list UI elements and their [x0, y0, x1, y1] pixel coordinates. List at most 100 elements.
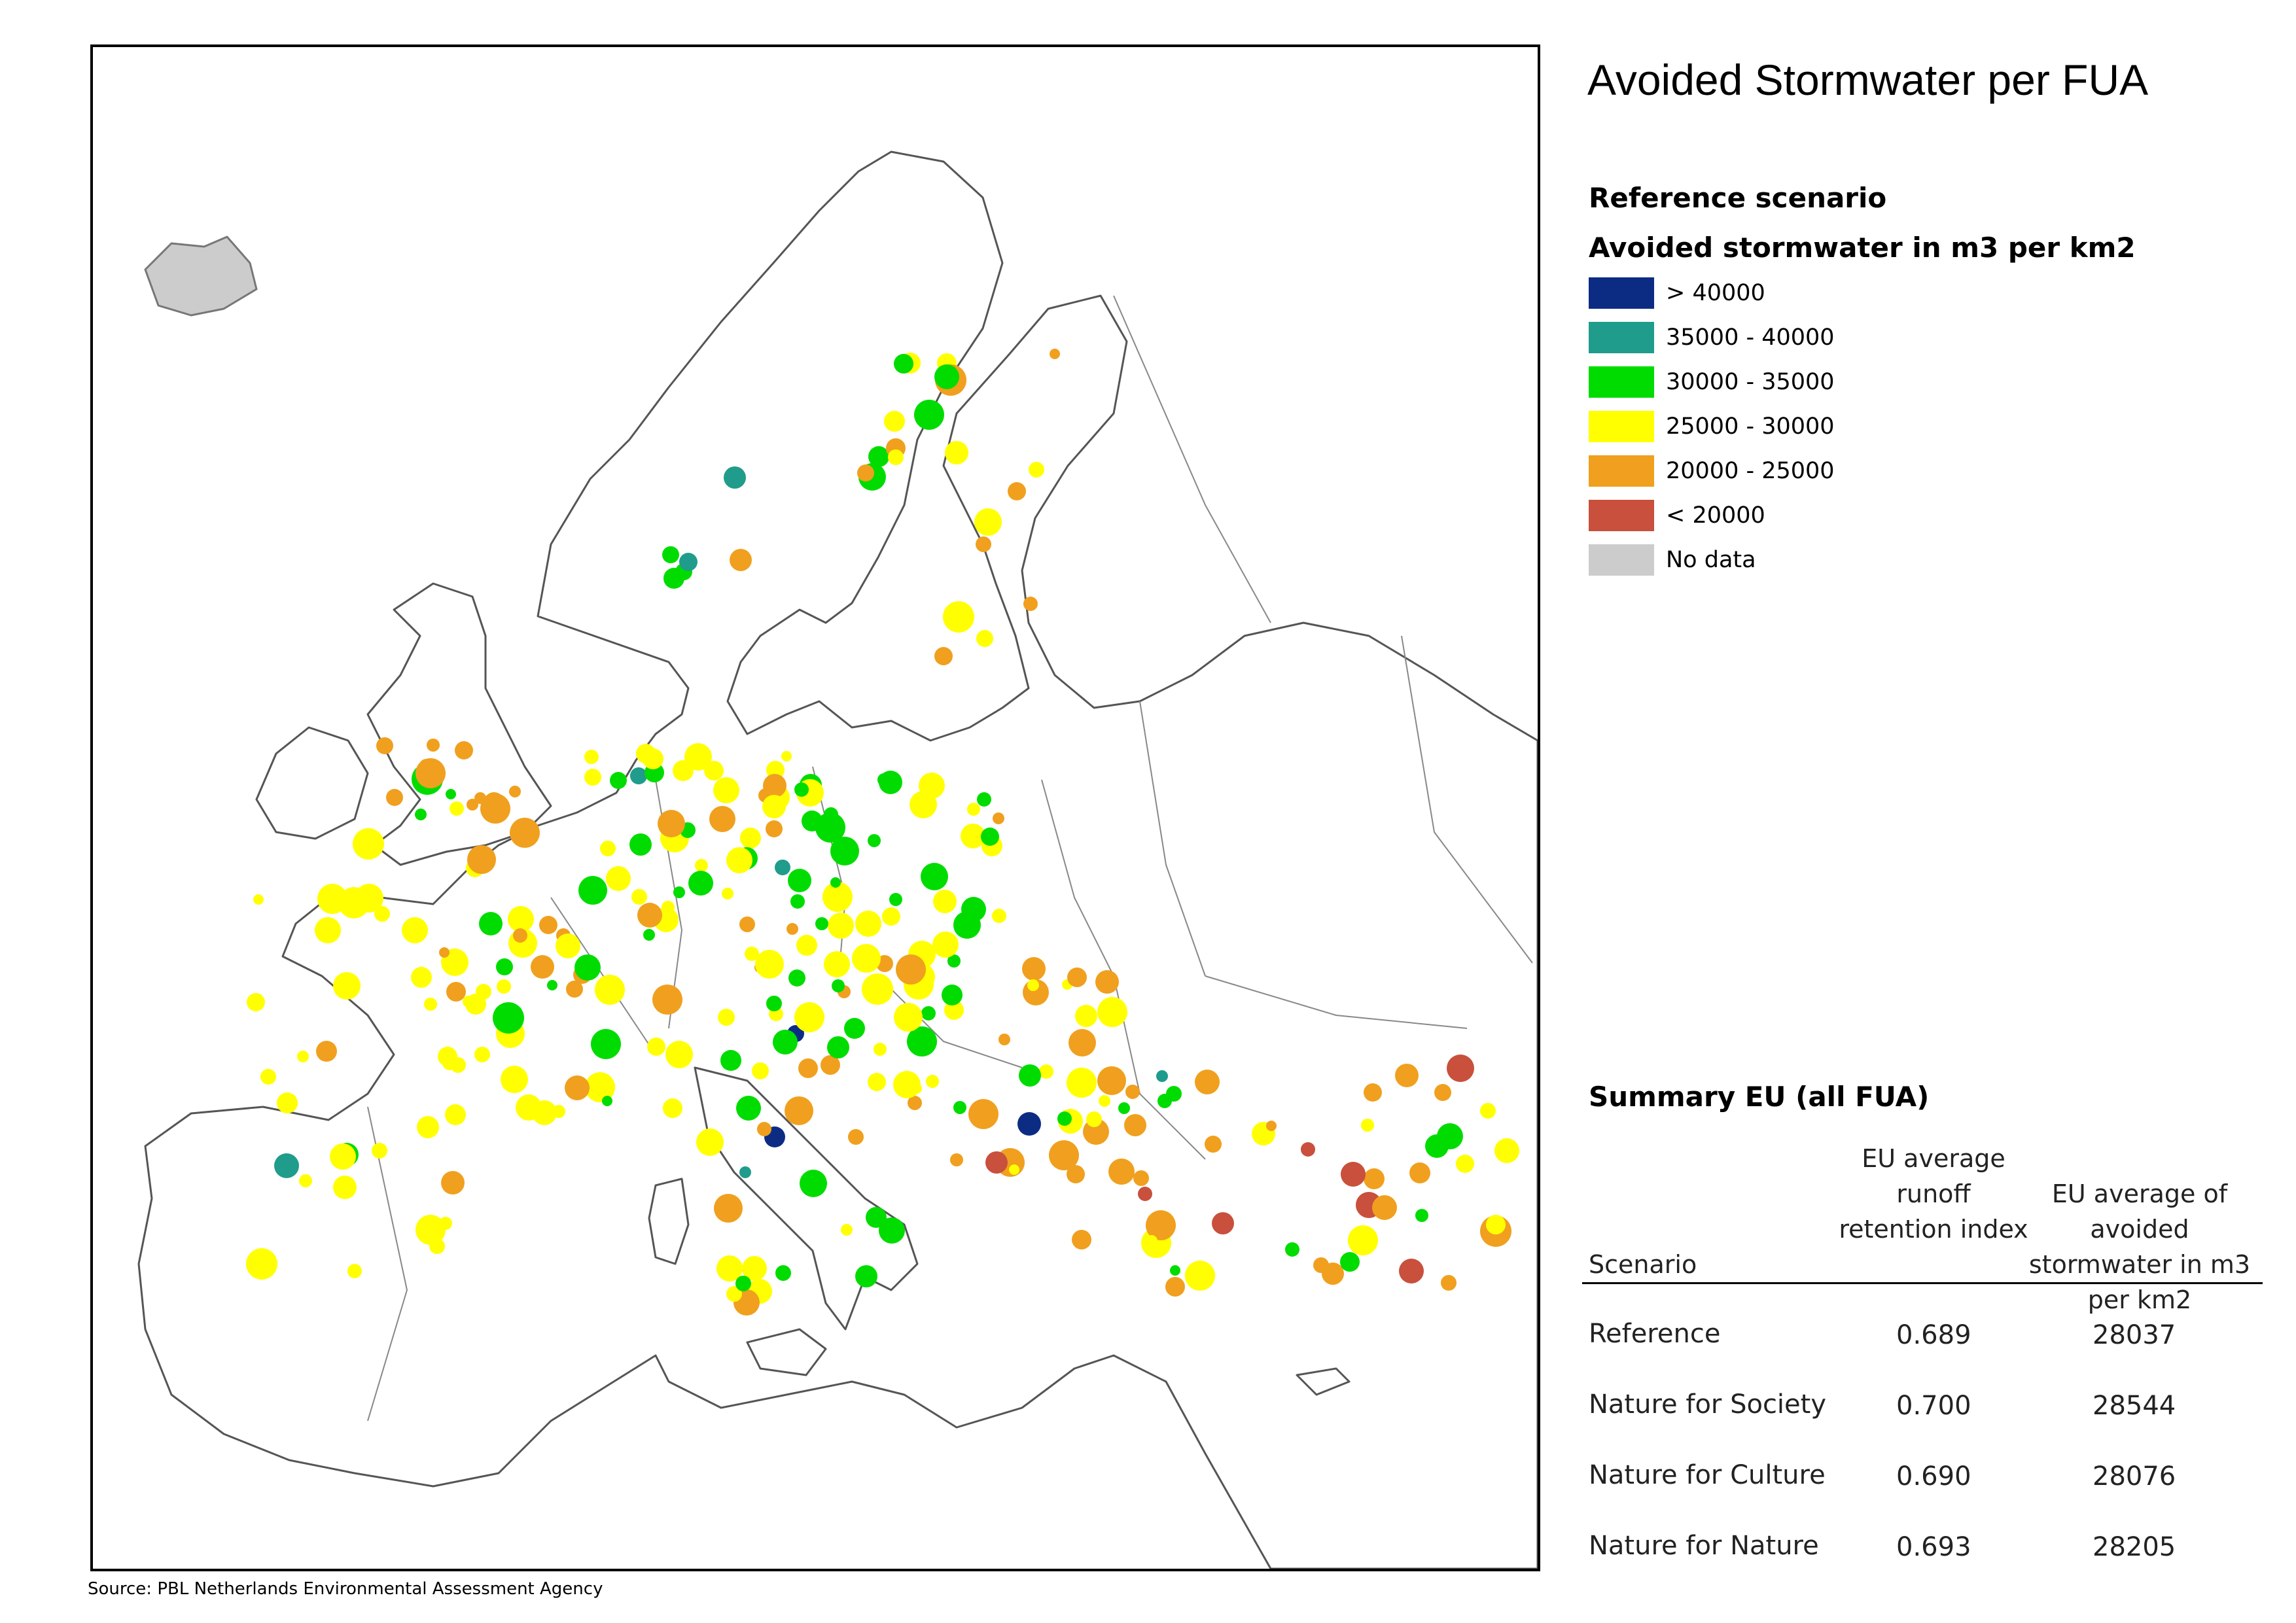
- fua-area: [1156, 1070, 1168, 1082]
- fua-area: [441, 1171, 465, 1195]
- fua-area: [450, 801, 464, 816]
- fua-area: [1266, 1121, 1277, 1131]
- fua-area: [742, 1256, 767, 1281]
- fua-area: [993, 812, 1004, 824]
- fua-area: [1099, 1095, 1110, 1107]
- fua-area: [442, 1056, 457, 1070]
- map-title: Avoided Stormwater per FUA: [1587, 56, 2149, 104]
- fua-area: [709, 806, 735, 832]
- fua-area: [794, 782, 809, 797]
- fua-area: [889, 893, 902, 906]
- row-avoided: 28076: [2093, 1461, 2176, 1492]
- fua-area: [745, 947, 759, 961]
- fua-area: [888, 449, 904, 465]
- fua-area: [333, 1176, 357, 1199]
- fua-area: [1029, 462, 1044, 478]
- legend-label: No data: [1666, 547, 1756, 573]
- fua-area: [755, 950, 784, 979]
- source-note: Source: PBL Netherlands Environmental As…: [88, 1579, 603, 1599]
- row-retention: 0.693: [1896, 1532, 1971, 1562]
- fua-area: [376, 737, 393, 754]
- fua-area: [1364, 1083, 1382, 1102]
- summary-heading: Summary EU (all FUA): [1589, 1081, 1930, 1113]
- row-avoided: 28037: [2093, 1320, 2176, 1350]
- fua-area: [578, 876, 607, 905]
- column-header-scenario: Scenario: [1589, 1250, 1697, 1279]
- legend-swatch: [1589, 544, 1654, 576]
- row-scenario: Nature for Society: [1589, 1389, 1827, 1420]
- sardinia-outline: [648, 1178, 690, 1265]
- italy-outline: [694, 1066, 919, 1331]
- fua-area: [663, 568, 684, 589]
- fua-area: [630, 767, 647, 784]
- fua-area: [547, 980, 557, 990]
- fua-area: [822, 882, 853, 912]
- fua-area: [1441, 1275, 1457, 1291]
- map-frame: [90, 44, 1540, 1571]
- fua-area: [673, 886, 685, 898]
- fua-area: [735, 1276, 751, 1291]
- fua-area: [539, 916, 557, 934]
- fua-area: [967, 803, 980, 816]
- fua-area: [501, 1066, 528, 1093]
- fua-area: [1067, 1165, 1085, 1183]
- fua-area: [766, 761, 785, 779]
- fua-area: [726, 847, 752, 873]
- fua-area: [722, 888, 733, 899]
- fua-area: [998, 1034, 1010, 1045]
- fua-area: [277, 1092, 298, 1113]
- fua-area: [1434, 1084, 1451, 1101]
- fua-area: [724, 466, 746, 489]
- fua-area: [852, 944, 881, 973]
- fua-area: [600, 841, 616, 856]
- fua-area: [1480, 1103, 1496, 1119]
- fua-area: [893, 1071, 921, 1098]
- fua-area: [1399, 1259, 1424, 1283]
- legend-label: < 20000: [1666, 502, 1765, 529]
- fua-area: [736, 1096, 761, 1121]
- fua-area: [246, 1248, 277, 1280]
- fua-area: [372, 1143, 387, 1159]
- fua-area: [827, 1036, 849, 1058]
- fua-area: [894, 354, 913, 374]
- fua-area: [688, 871, 713, 896]
- fua-area: [429, 1238, 445, 1254]
- fua-area: [1097, 1066, 1126, 1095]
- fua-area: [417, 1116, 439, 1138]
- fua-area: [467, 799, 478, 811]
- fua-area: [556, 934, 580, 958]
- fua-area: [591, 1029, 621, 1059]
- fua-area: [713, 777, 739, 803]
- fua-area: [493, 1002, 524, 1034]
- column-header-avoided: EU average of avoided stormwater in m3 p…: [2028, 1179, 2251, 1314]
- fua-area: [424, 998, 437, 1011]
- fua-area: [647, 1038, 665, 1056]
- fua-area: [552, 1105, 565, 1118]
- legend-item: > 40000: [1589, 277, 2047, 309]
- fua-area: [1364, 1168, 1385, 1189]
- fua-area: [1486, 1215, 1506, 1234]
- fua-area: [643, 748, 663, 769]
- fua-area: [652, 985, 682, 1015]
- legend-label: 25000 - 30000: [1666, 413, 1835, 440]
- fua-area: [1212, 1212, 1234, 1234]
- fua-area: [739, 1166, 751, 1178]
- fua-area: [297, 1051, 309, 1062]
- fua-area: [944, 1000, 964, 1020]
- fua-area: [446, 789, 456, 799]
- fua-area: [868, 1073, 886, 1091]
- fua-area: [740, 828, 761, 848]
- fua-area: [467, 845, 496, 874]
- fua-area: [968, 1099, 998, 1129]
- fua-area: [1097, 997, 1127, 1027]
- fua-area: [828, 913, 854, 939]
- cyprus-outline: [1296, 1367, 1351, 1396]
- fua-area: [714, 1194, 743, 1223]
- fua-area: [868, 446, 889, 467]
- fua-area: [1146, 1210, 1176, 1240]
- fua-area: [974, 508, 1002, 536]
- fua-area: [1124, 1114, 1146, 1136]
- fua-area: [643, 929, 655, 941]
- fua-area: [316, 1041, 337, 1062]
- fua-area: [1372, 1195, 1397, 1220]
